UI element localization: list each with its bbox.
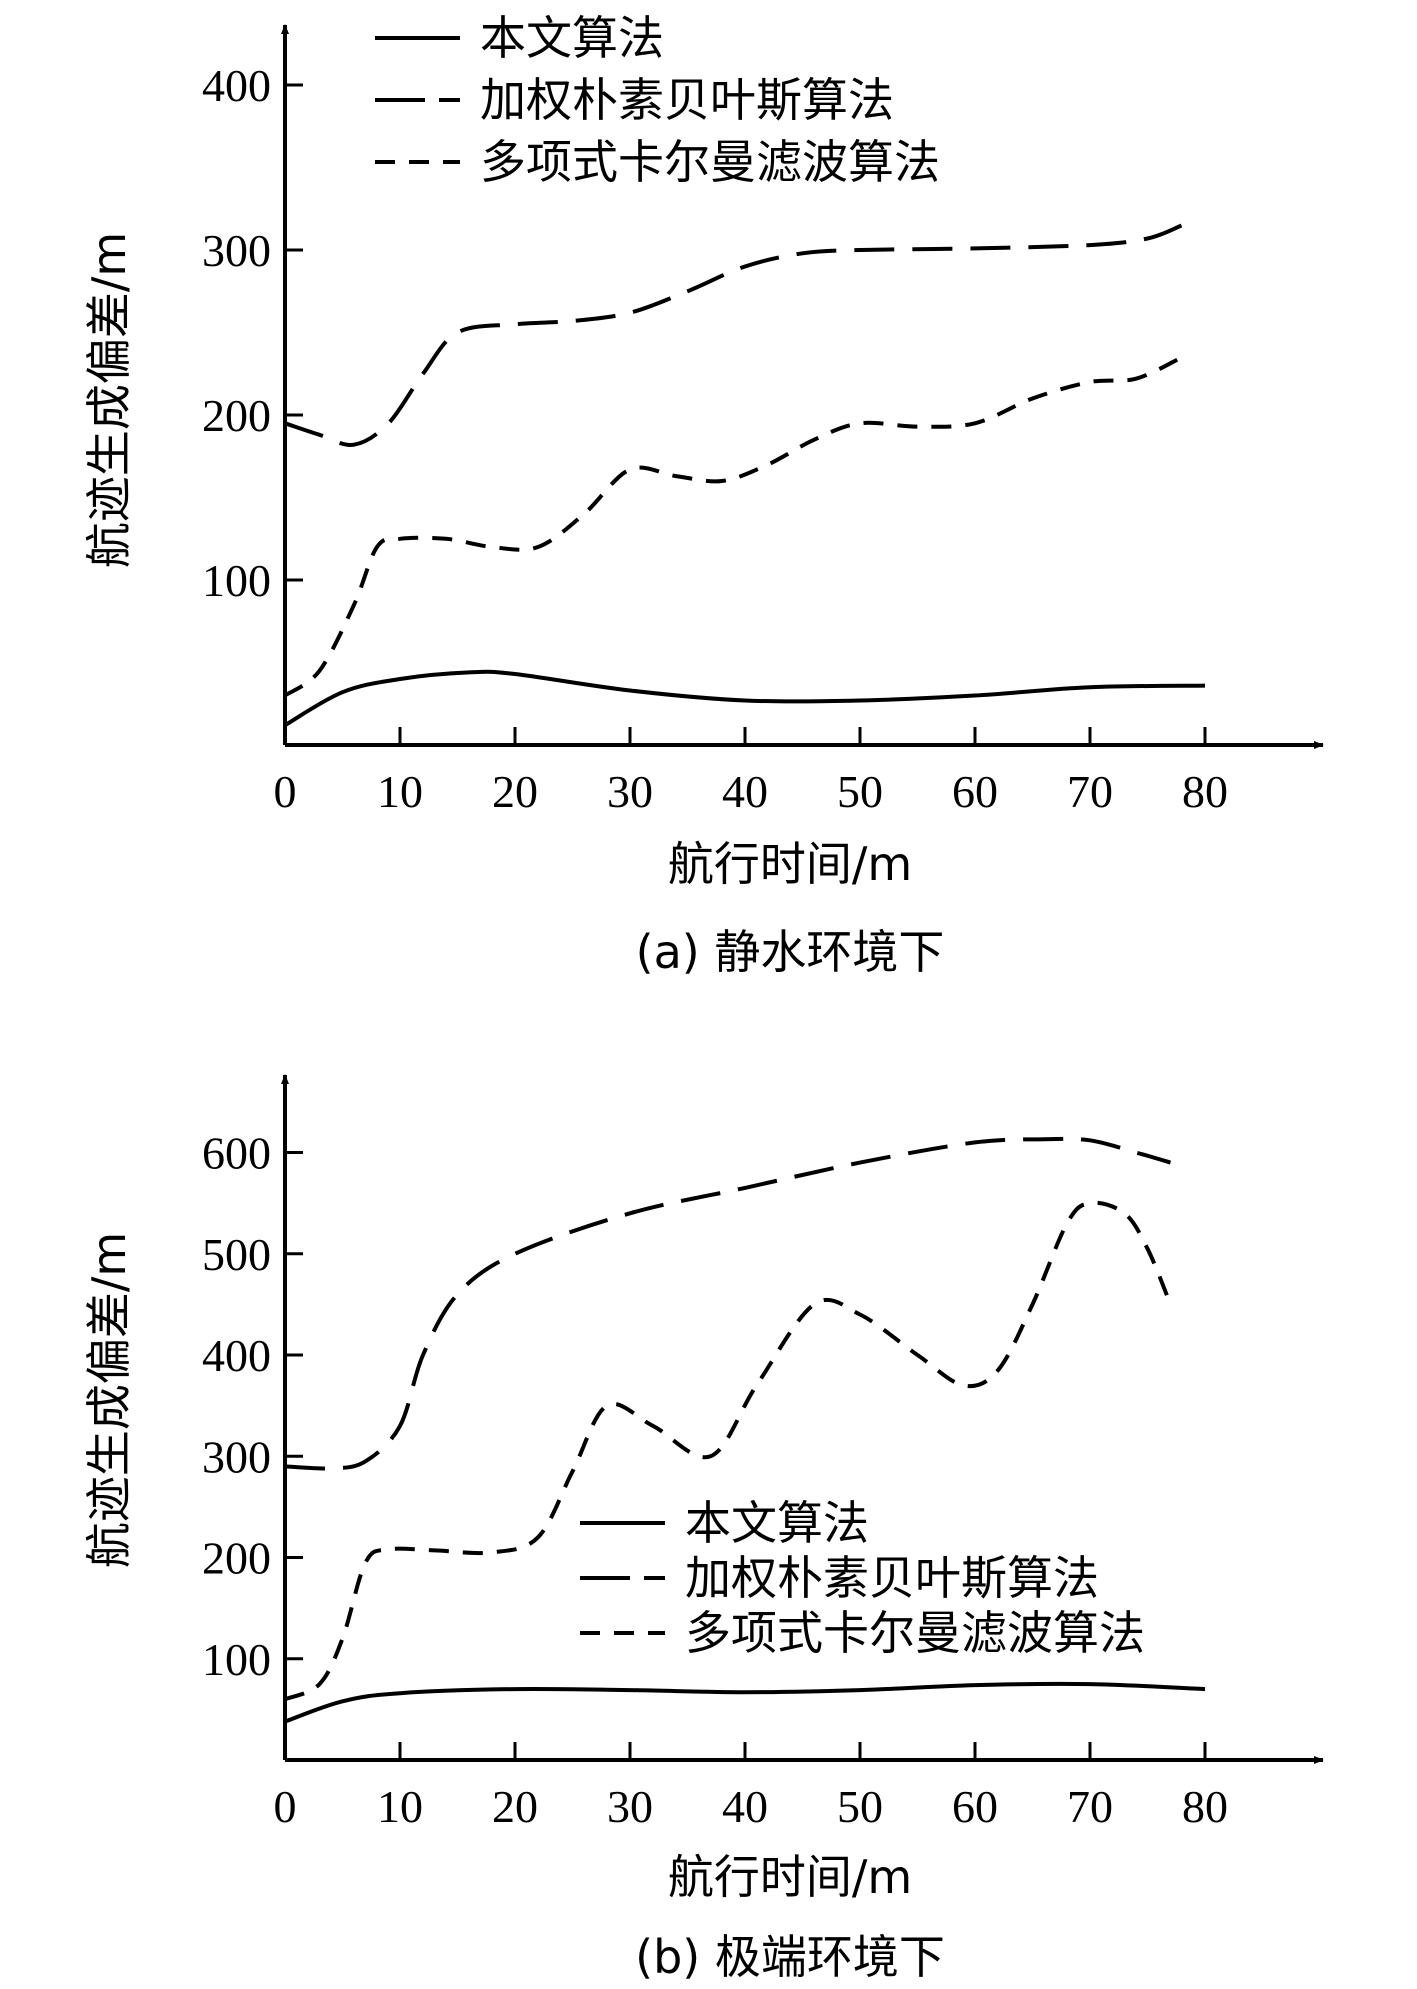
legend-label: 加权朴素贝叶斯算法 (480, 73, 894, 127)
legend-label: 多项式卡尔曼滤波算法 (480, 135, 940, 189)
y-tick-label: 200 (202, 1533, 271, 1584)
series-line-solid (284, 1681, 1206, 1724)
x-tick-label: 0 (274, 1781, 297, 1832)
legend-label: 本文算法 (480, 11, 664, 65)
x-tick-label: 70 (1067, 1781, 1113, 1832)
y-tick-label: 100 (202, 555, 271, 606)
series-line-longdash (284, 1136, 1172, 1471)
x-tick-label: 30 (607, 766, 653, 817)
chart-panel-a: 0 10 20 30 40 50 60 70 80 100 200 300 400 本文算法加权朴素贝叶斯… (82, 11, 1324, 979)
series-line-shortdash (283, 355, 1183, 698)
legend-label: 加权朴素贝叶斯算法 (685, 1551, 1099, 1605)
y-tick-label: 100 (202, 1634, 271, 1685)
y-tick-label: 500 (202, 1229, 271, 1280)
x-tick-label: 50 (837, 766, 883, 817)
y-tick-label: 300 (202, 1431, 271, 1482)
x-tick-label: 60 (952, 766, 998, 817)
chart-panel-b: 0 10 20 30 40 50 60 70 80 100 200 300 400 500 600 本文算法加… (82, 1074, 1324, 1984)
chart-caption: (a) 静水环境下 (636, 925, 945, 979)
chart-caption: (b) 极端环境下 (635, 1930, 945, 1984)
x-tick-label: 80 (1182, 766, 1228, 817)
series-line-longdash (284, 223, 1183, 447)
x-tick-label: 20 (492, 1781, 538, 1832)
x-tick-label: 0 (274, 766, 297, 817)
x-tick-label: 50 (837, 1781, 883, 1832)
y-axis-label: 航迹生成偏差/m (82, 232, 136, 568)
x-tick-label: 10 (377, 1781, 423, 1832)
x-tick-label: 80 (1182, 1781, 1228, 1832)
y-tick-label: 400 (202, 60, 271, 111)
x-tick-label: 10 (377, 766, 423, 817)
legend-label: 本文算法 (685, 1496, 869, 1550)
x-axis-label: 航行时间/m (668, 1850, 912, 1904)
series-line-solid (283, 669, 1206, 727)
x-tick-label: 30 (607, 1781, 653, 1832)
x-tick-label: 70 (1067, 766, 1113, 817)
x-tick-label: 60 (952, 1781, 998, 1832)
y-tick-label: 400 (202, 1330, 271, 1381)
legend-label: 多项式卡尔曼滤波算法 (685, 1606, 1145, 1660)
y-tick-label: 300 (202, 225, 271, 276)
y-tick-label: 600 (202, 1128, 271, 1179)
x-axis-label: 航行时间/m (668, 837, 912, 891)
y-tick-label: 200 (202, 390, 271, 441)
x-tick-label: 40 (722, 766, 768, 817)
y-axis-label: 航迹生成偏差/m (82, 1232, 136, 1568)
x-tick-label: 20 (492, 766, 538, 817)
x-tick-label: 40 (722, 1781, 768, 1832)
